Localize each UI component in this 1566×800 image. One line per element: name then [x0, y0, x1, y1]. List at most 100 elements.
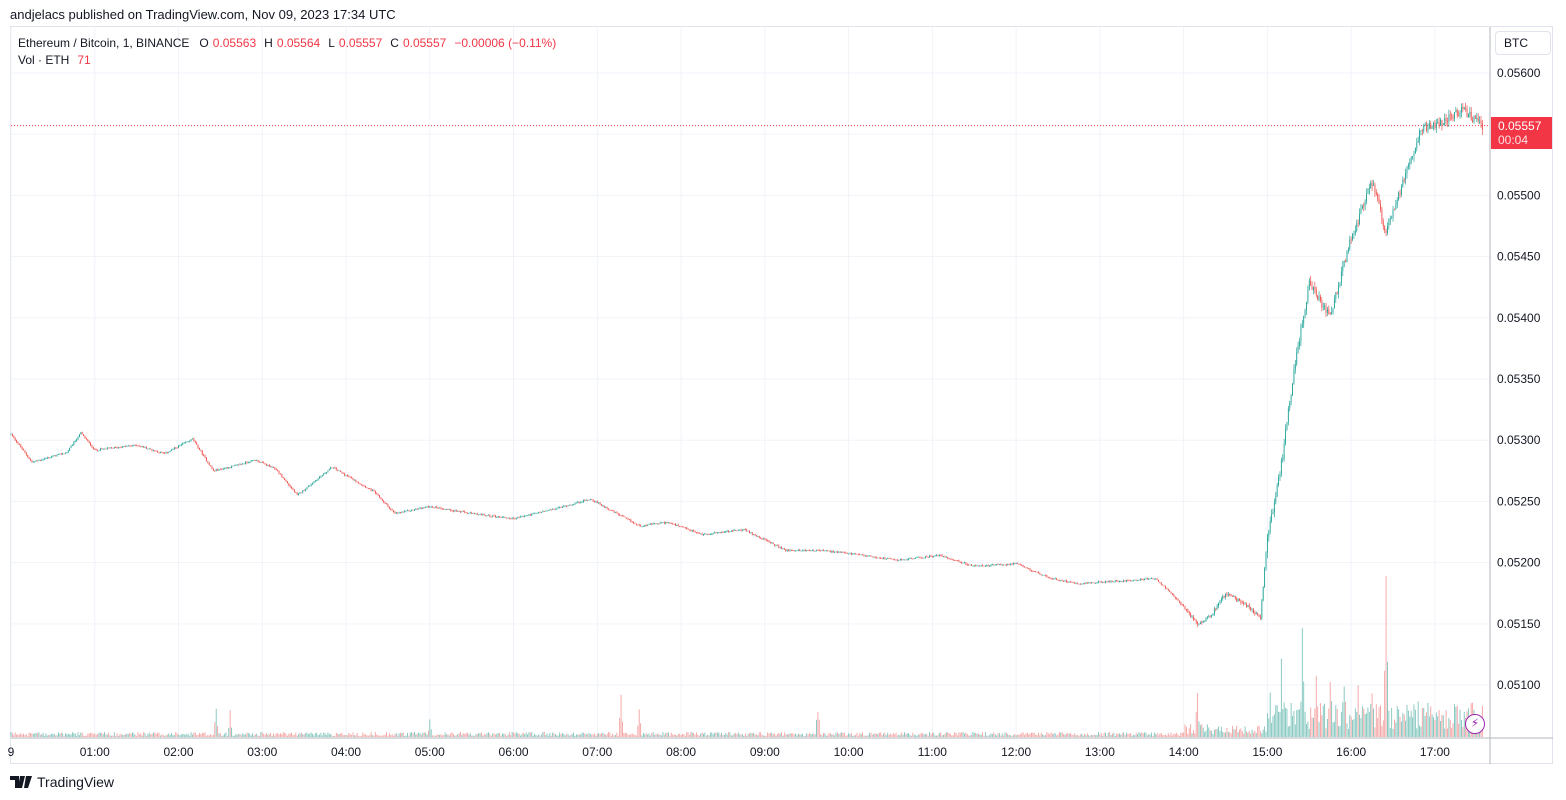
volume-bar — [557, 735, 559, 737]
candle-body — [242, 463, 244, 465]
candle-body — [749, 530, 750, 533]
volume-bar — [1438, 709, 1440, 737]
candle-body — [194, 441, 196, 443]
volume-bar — [190, 732, 192, 737]
volume-bar — [10, 732, 12, 737]
candle-body — [267, 465, 269, 466]
volume-bar — [1342, 702, 1344, 737]
volume-bar — [496, 733, 498, 737]
volume-bar — [1117, 733, 1119, 737]
candle-body — [193, 438, 195, 442]
candle-body — [941, 554, 943, 557]
candle-body — [1236, 598, 1238, 602]
candle-body — [729, 531, 731, 532]
volume-bar — [679, 733, 681, 737]
volume-bar — [493, 733, 495, 737]
volume-bar — [1046, 732, 1048, 737]
volume-bar — [633, 734, 635, 737]
candle-body — [1058, 580, 1060, 581]
volume-bar — [62, 733, 64, 737]
volume-bar — [584, 733, 586, 737]
candle-body — [197, 444, 199, 449]
volume-bar — [656, 734, 658, 737]
candle-body — [225, 467, 227, 469]
candle-body — [996, 564, 998, 566]
volume-bar — [1448, 717, 1450, 737]
time-tick-label: 03:00 — [247, 745, 277, 759]
candle-body — [922, 557, 924, 559]
volume-bar — [383, 735, 385, 737]
candle-body — [1153, 579, 1155, 580]
candle-body — [300, 492, 302, 494]
candle-body — [807, 549, 809, 551]
candle-body — [1259, 616, 1261, 619]
candle-body — [127, 445, 129, 447]
candle-body — [890, 558, 891, 560]
volume-bar — [884, 732, 886, 737]
volume-bar — [887, 732, 889, 737]
volume-bar — [228, 727, 230, 737]
volume-bar — [253, 735, 255, 737]
candle-body — [173, 447, 175, 450]
candle-body — [818, 550, 820, 551]
volume-bar — [859, 733, 861, 737]
candle-body — [1125, 580, 1127, 582]
volume-bar — [208, 735, 210, 737]
candle-body — [726, 530, 728, 532]
volume-label[interactable]: Vol · ETH — [18, 53, 70, 67]
candle-body — [800, 550, 802, 552]
symbol-name[interactable]: Ethereum / Bitcoin, 1, BINANCE — [18, 36, 190, 50]
candle-body — [433, 507, 435, 509]
candle-body — [358, 482, 360, 484]
candle-body — [1367, 193, 1369, 194]
volume-bar — [1114, 735, 1116, 737]
candle-body — [903, 559, 905, 561]
volume-bar — [961, 732, 963, 737]
volume-bar — [1033, 733, 1035, 737]
volume-bar — [817, 711, 819, 737]
candle-body — [762, 538, 764, 540]
candle-body — [765, 539, 767, 541]
volume-bar — [917, 734, 919, 737]
candle-body — [1176, 598, 1178, 600]
volume-bar — [106, 734, 108, 737]
lightning-icon[interactable]: ⚡ — [1465, 714, 1485, 734]
volume-bar — [504, 733, 506, 737]
volume-bar — [1393, 719, 1395, 737]
candle-body — [504, 517, 506, 518]
candle-body — [1010, 563, 1011, 565]
candle-body — [493, 515, 495, 517]
candle-body — [1179, 600, 1180, 603]
time-tick-label: 17:00 — [1420, 745, 1450, 759]
volume-bar — [91, 732, 93, 737]
volume-bar — [189, 735, 191, 737]
candle-body — [1215, 608, 1217, 610]
candle-body — [425, 506, 427, 508]
candle-body — [1035, 571, 1037, 573]
candle-body — [83, 434, 85, 436]
volume-bar — [1324, 703, 1326, 737]
candle-body — [1421, 130, 1423, 132]
volume-bar — [1092, 734, 1094, 737]
volume-bar — [324, 733, 326, 737]
candle-body — [739, 529, 741, 531]
volume-bar — [804, 735, 806, 737]
candle-body — [683, 526, 685, 528]
candle-body — [1162, 584, 1164, 586]
volume-bar — [1321, 715, 1323, 737]
candle-body — [1149, 578, 1151, 580]
volume-bar — [197, 734, 199, 737]
volume-bar — [1088, 735, 1090, 737]
candle-body — [309, 485, 311, 487]
currency-button[interactable]: BTC — [1495, 31, 1551, 55]
candle-body — [266, 464, 267, 466]
candle-body — [821, 549, 823, 551]
candle-body — [337, 469, 339, 471]
volume-bar — [723, 734, 725, 737]
candle-body — [1375, 192, 1377, 194]
candle-body — [627, 518, 629, 520]
volume-bar — [1421, 707, 1423, 737]
volume-bar — [673, 734, 675, 737]
candle-body — [908, 558, 910, 560]
